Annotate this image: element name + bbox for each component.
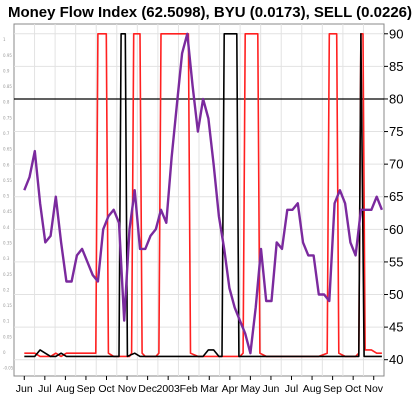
x-tick-label: Feb	[180, 383, 198, 395]
left-tick-label: 0.95	[3, 53, 12, 58]
left-tick-label: 1	[3, 37, 6, 42]
x-tick-label: Nov	[364, 383, 383, 395]
right-tick-label: 70	[389, 157, 403, 172]
right-tick-label: 40	[389, 352, 403, 367]
left-tick-label: 0.65	[3, 147, 12, 152]
right-tick-label: 55	[389, 254, 403, 269]
left-tick-label: 0.85	[3, 84, 12, 89]
right-tick-label: 45	[389, 320, 403, 335]
x-tick-label: Dec	[138, 383, 157, 395]
right-tick-label: 90	[389, 26, 403, 41]
x-tick-label: Aug	[56, 383, 75, 395]
left-tick-label: 0.45	[3, 209, 12, 214]
x-tick-label: Jul	[285, 383, 298, 395]
x-tick-label: Apr	[222, 383, 239, 395]
left-tick-label: 0.7	[3, 131, 10, 136]
left-tick-label: 0.75	[3, 115, 12, 120]
right-tick-label: 65	[389, 189, 403, 204]
chart-title: Money Flow Index (62.5098), BYU (0.0173)…	[8, 4, 412, 21]
right-tick-label: 60	[389, 222, 403, 237]
right-axis: 40 45 50 55 60 65 70 75 80 85 90	[384, 26, 403, 367]
x-tick-label: Aug	[303, 383, 322, 395]
series	[23, 32, 384, 358]
left-tick-label: 0.9	[3, 68, 10, 73]
right-tick-label: 50	[389, 287, 403, 302]
left-tick-label: 0.6	[3, 162, 10, 167]
right-tick-label: 80	[389, 91, 403, 106]
left-tick-label: 0.5	[3, 194, 10, 199]
x-tick-label: Oct	[98, 383, 114, 395]
left-tick-label: 0.25	[3, 272, 12, 277]
left-tick-label: 0	[3, 350, 6, 355]
left-tick-label: 0.4	[3, 225, 10, 230]
left-tick-label: -0.05	[3, 366, 14, 371]
left-tick-label: 0.15	[3, 303, 12, 308]
x-axis: Jun Jul Aug Sep Oct Nov Dec 2003 Feb Mar Apr May Jun…	[16, 376, 384, 395]
x-tick-label: Jul	[38, 383, 51, 395]
x-tick-label: Mar	[200, 383, 219, 395]
left-tick-label: 0.55	[3, 178, 12, 183]
series-line-money-flow-index	[23, 32, 384, 355]
left-tick-label: 0.1	[3, 319, 10, 324]
right-tick-label: 85	[389, 59, 403, 74]
series-line-byu	[24, 33, 382, 358]
x-tick-label: Sep	[323, 383, 342, 395]
left-tick-label: 0.3	[3, 256, 10, 261]
x-tick-label: 2003	[156, 383, 180, 395]
left-tick-label: 0.05	[3, 334, 12, 339]
x-tick-label: Sep	[77, 383, 96, 395]
left-tick-label: 0.2	[3, 287, 10, 292]
x-tick-label: Nov	[118, 383, 137, 395]
right-tick-label: 75	[389, 124, 403, 139]
left-tick-label: 0.8	[3, 100, 10, 105]
left-tick-label: 0.35	[3, 241, 12, 246]
x-tick-label: Jun	[262, 383, 279, 395]
x-tick-label: Jun	[16, 383, 33, 395]
x-tick-label: May	[240, 383, 261, 395]
x-tick-label: Oct	[345, 383, 361, 395]
left-axis: -0.05 0 0.05 0.1 0.15 0.2 0.25 0.3 0.35 0.4 0.45 0.…	[3, 37, 14, 371]
